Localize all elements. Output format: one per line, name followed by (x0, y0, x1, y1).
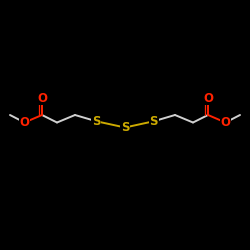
Text: S: S (150, 115, 158, 128)
Text: O: O (20, 116, 30, 129)
Text: S: S (121, 121, 129, 134)
Text: S: S (92, 115, 100, 128)
Text: O: O (203, 92, 213, 104)
Text: O: O (37, 92, 47, 104)
Text: O: O (220, 116, 230, 129)
